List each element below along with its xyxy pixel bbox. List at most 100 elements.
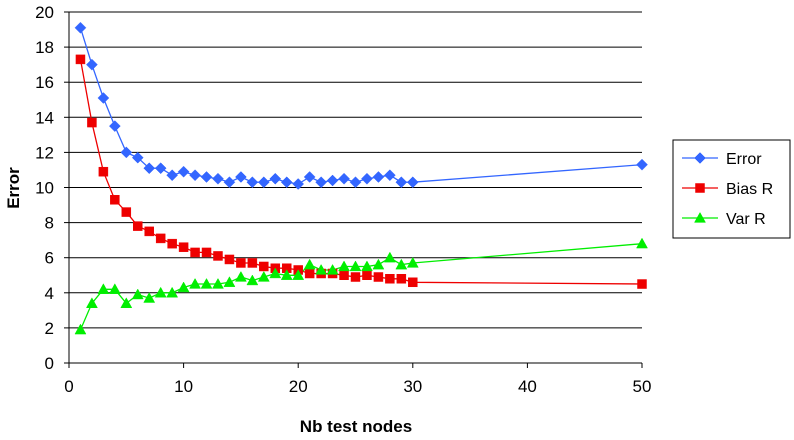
data-point-error — [361, 172, 373, 185]
legend-marker-var-r — [694, 211, 706, 223]
data-point-var-r — [108, 283, 121, 294]
x-tick-label: 0 — [64, 377, 73, 396]
axes — [64, 11, 643, 368]
legend-box — [672, 139, 791, 239]
data-point-var-r — [234, 270, 247, 282]
data-point-bias-r — [247, 258, 258, 268]
y-tick-label: 10 — [35, 179, 54, 198]
data-point-error — [349, 176, 362, 189]
data-point-bias-r — [201, 247, 212, 258]
data-point-bias-r — [178, 242, 189, 252]
data-point-bias-r — [75, 54, 86, 65]
data-point-error — [97, 92, 110, 104]
data-point-var-r — [177, 281, 190, 293]
data-point-var-r — [349, 260, 362, 272]
data-point-error — [189, 169, 201, 182]
data-point-error — [86, 58, 98, 71]
data-point-error — [384, 169, 396, 182]
y-tick-label: 6 — [45, 249, 54, 268]
data-point-error — [372, 171, 385, 183]
x-tick-label: 40 — [518, 377, 537, 396]
data-point-error — [177, 165, 190, 178]
data-point-error — [223, 176, 236, 189]
data-point-var-r — [257, 270, 270, 282]
data-point-bias-r — [133, 221, 143, 231]
data-point-error — [246, 176, 259, 189]
data-point-bias-r — [144, 226, 154, 237]
data-point-error — [280, 176, 293, 189]
data-point-error — [303, 171, 316, 183]
data-point-var-r — [315, 263, 328, 275]
data-point-error — [338, 172, 350, 185]
data-point-bias-r — [121, 207, 132, 217]
data-point-bias-r — [304, 268, 315, 279]
data-point-bias-r — [110, 195, 120, 205]
x-axis-title: Nb test nodes — [300, 417, 412, 436]
data-point-bias-r — [224, 254, 235, 265]
data-point-error — [406, 176, 419, 189]
data-point-var-r — [269, 267, 282, 279]
data-point-var-r — [189, 278, 201, 289]
data-point-error — [235, 171, 247, 183]
data-point-bias-r — [637, 279, 647, 289]
data-point-bias-r — [259, 261, 269, 272]
series-markers — [74, 21, 648, 335]
data-point-error — [200, 171, 213, 183]
data-point-error — [120, 146, 133, 159]
x-tick-label: 30 — [403, 377, 422, 396]
x-tick-label: 50 — [633, 377, 652, 396]
data-point-var-r — [246, 274, 259, 286]
data-point-error — [315, 176, 327, 189]
data-point-var-r — [406, 256, 419, 268]
data-point-error — [212, 172, 224, 185]
data-point-bias-r — [396, 274, 407, 284]
data-point-bias-r — [373, 272, 384, 282]
legend-label-var-r: Var R — [726, 211, 766, 228]
y-tick-label: 2 — [45, 319, 54, 338]
data-point-var-r — [383, 251, 396, 263]
data-point-var-r — [326, 263, 339, 275]
data-point-error — [636, 158, 648, 171]
data-point-error — [269, 172, 282, 185]
data-point-var-r — [85, 297, 98, 308]
data-point-var-r — [200, 278, 213, 289]
data-point-bias-r — [167, 238, 177, 249]
data-point-bias-r — [339, 270, 349, 280]
data-point-var-r — [395, 258, 408, 270]
y-tick-label: 20 — [35, 3, 54, 22]
data-point-error — [74, 21, 87, 34]
data-point-var-r — [303, 258, 316, 270]
legend: Error Bias R Var R — [672, 139, 791, 239]
y-tick-label: 4 — [45, 284, 54, 303]
y-tick-label: 12 — [35, 143, 54, 162]
y-tick-label: 14 — [35, 108, 54, 127]
data-point-var-r — [280, 269, 293, 280]
y-tick-label: 8 — [45, 214, 54, 233]
data-point-bias-r — [98, 166, 109, 177]
data-point-bias-r — [408, 277, 418, 288]
x-tick-label: 10 — [174, 377, 193, 396]
data-point-var-r — [166, 286, 179, 298]
data-point-bias-r — [350, 272, 361, 282]
data-point-error — [326, 174, 339, 187]
data-point-bias-r — [213, 251, 223, 261]
y-tick-label: 16 — [35, 73, 54, 92]
data-point-bias-r — [155, 233, 166, 244]
data-point-var-r — [131, 288, 144, 300]
data-point-var-r — [120, 297, 133, 308]
series-line-var-r — [79, 243, 643, 330]
legend-label-error: Error — [726, 151, 762, 168]
legend-marker-error — [694, 152, 706, 164]
data-point-error — [257, 176, 270, 189]
data-point-var-r — [74, 323, 87, 335]
data-point-var-r — [372, 258, 385, 270]
data-point-error — [108, 120, 121, 132]
data-point-var-r — [212, 278, 224, 289]
y-axis-title: Error — [4, 167, 23, 209]
y-tick-label: 0 — [45, 354, 54, 373]
data-point-error — [395, 176, 408, 189]
data-point-error — [143, 162, 156, 175]
y-tick-labels: 0 2 4 6 8 10 12 14 16 18 20 — [35, 3, 54, 373]
data-point-error — [166, 169, 178, 182]
